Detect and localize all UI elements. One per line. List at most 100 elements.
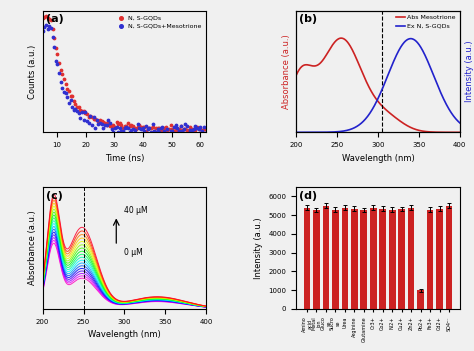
Bar	[427, 210, 433, 309]
N, S-GQDs+Mesotrione	[65, 100, 73, 106]
N, S-GQDs	[49, 27, 56, 32]
N, S-GQDs	[50, 35, 58, 41]
N, S-GQDs	[164, 127, 171, 133]
Y-axis label: Intensity (a.u.): Intensity (a.u.)	[465, 41, 474, 102]
N, S-GQDs+Mesotrione	[96, 120, 104, 125]
N, S-GQDs+Mesotrione	[54, 61, 61, 67]
N, S-GQDs	[77, 107, 84, 113]
N, S-GQDs	[132, 126, 140, 132]
N, S-GQDs+Mesotrione	[139, 126, 146, 131]
N, S-GQDs+Mesotrione	[50, 44, 58, 49]
Y-axis label: Intensity (a.u.): Intensity (a.u.)	[254, 217, 263, 279]
N, S-GQDs+Mesotrione	[62, 91, 69, 96]
N, S-GQDs+Mesotrione	[124, 126, 132, 131]
N, S-GQDs	[59, 71, 66, 77]
N, S-GQDs	[64, 86, 71, 92]
Abs Mesotrione	[373, 95, 378, 100]
N, S-GQDs+Mesotrione	[193, 125, 201, 131]
N, S-GQDs	[191, 127, 199, 133]
N, S-GQDs+Mesotrione	[196, 125, 204, 130]
N, S-GQDs+Mesotrione	[128, 127, 135, 133]
N, S-GQDs+Mesotrione	[82, 110, 89, 115]
Text: (c): (c)	[46, 191, 63, 201]
N, S-GQDs+Mesotrione	[46, 24, 53, 29]
N, S-GQDs	[72, 101, 79, 107]
N, S-GQDs	[123, 123, 130, 129]
Bar	[389, 210, 395, 309]
N, S-GQDs+Mesotrione	[150, 128, 158, 134]
N, S-GQDs	[160, 125, 168, 131]
Bar	[408, 208, 414, 309]
N, S-GQDs+Mesotrione	[175, 128, 182, 134]
N, S-GQDs	[149, 125, 156, 130]
N, S-GQDs+Mesotrione	[68, 104, 76, 110]
Ex N, S-GQDs	[372, 102, 378, 107]
N, S-GQDs	[114, 121, 122, 127]
Ex N, S-GQDs	[453, 117, 459, 121]
N, S-GQDs+Mesotrione	[159, 125, 166, 130]
N, S-GQDs	[42, 14, 50, 19]
N, S-GQDs	[39, 15, 46, 21]
N, S-GQDs	[82, 110, 89, 116]
N, S-GQDs	[193, 124, 201, 130]
N, S-GQDs	[57, 68, 64, 73]
N, S-GQDs	[175, 126, 182, 131]
N, S-GQDs+Mesotrione	[86, 113, 94, 119]
Ex N, S-GQDs	[382, 81, 388, 85]
N, S-GQDs+Mesotrione	[157, 125, 164, 131]
N, S-GQDs+Mesotrione	[103, 122, 110, 128]
N, S-GQDs+Mesotrione	[78, 110, 86, 115]
N, S-GQDs+Mesotrione	[57, 79, 64, 85]
Bar	[360, 210, 367, 309]
N, S-GQDs+Mesotrione	[91, 125, 99, 131]
N, S-GQDs	[75, 105, 82, 110]
N, S-GQDs	[128, 122, 135, 128]
N, S-GQDs+Mesotrione	[180, 126, 188, 131]
Abs Mesotrione	[428, 130, 433, 134]
N, S-GQDs	[173, 127, 181, 133]
N, S-GQDs	[185, 129, 192, 135]
Ex N, S-GQDs	[293, 130, 299, 134]
N, S-GQDs+Mesotrione	[191, 124, 199, 129]
N, S-GQDs+Mesotrione	[116, 125, 124, 130]
N, S-GQDs+Mesotrione	[49, 34, 56, 40]
Y-axis label: Counts (a.u.): Counts (a.u.)	[28, 44, 37, 99]
N, S-GQDs+Mesotrione	[172, 122, 179, 128]
Y-axis label: Absorbance (a.u.): Absorbance (a.u.)	[28, 211, 37, 285]
N, S-GQDs+Mesotrione	[44, 26, 51, 32]
N, S-GQDs	[144, 125, 152, 131]
N, S-GQDs+Mesotrione	[88, 122, 96, 127]
N, S-GQDs	[98, 118, 106, 124]
X-axis label: Wavelength (nm): Wavelength (nm)	[88, 330, 161, 339]
Ex N, S-GQDs	[391, 59, 396, 64]
N, S-GQDs	[167, 122, 174, 128]
Abs Mesotrione	[382, 107, 388, 111]
N, S-GQDs+Mesotrione	[70, 107, 78, 112]
N, S-GQDs	[126, 123, 134, 128]
N, S-GQDs+Mesotrione	[142, 124, 150, 129]
N, S-GQDs	[119, 126, 127, 131]
N, S-GQDs	[101, 120, 109, 126]
N, S-GQDs+Mesotrione	[152, 129, 160, 135]
N, S-GQDs	[46, 16, 53, 22]
N, S-GQDs+Mesotrione	[73, 108, 81, 114]
N, S-GQDs+Mesotrione	[40, 24, 48, 29]
N, S-GQDs	[118, 122, 125, 128]
Bar	[351, 208, 357, 309]
N, S-GQDs	[136, 122, 143, 128]
N, S-GQDs	[190, 126, 198, 132]
N, S-GQDs	[60, 76, 68, 82]
N, S-GQDs+Mesotrione	[155, 129, 163, 135]
Abs Mesotrione	[391, 114, 397, 118]
N, S-GQDs	[188, 127, 196, 132]
N, S-GQDs+Mesotrione	[165, 132, 173, 137]
N, S-GQDs	[183, 127, 191, 133]
N, S-GQDs	[113, 120, 120, 125]
N, S-GQDs+Mesotrione	[67, 97, 74, 102]
N, S-GQDs+Mesotrione	[90, 114, 97, 120]
N, S-GQDs	[95, 118, 102, 124]
N, S-GQDs+Mesotrione	[162, 132, 170, 138]
N, S-GQDs+Mesotrione	[173, 125, 181, 131]
N, S-GQDs+Mesotrione	[109, 129, 117, 135]
N, S-GQDs	[73, 105, 81, 110]
